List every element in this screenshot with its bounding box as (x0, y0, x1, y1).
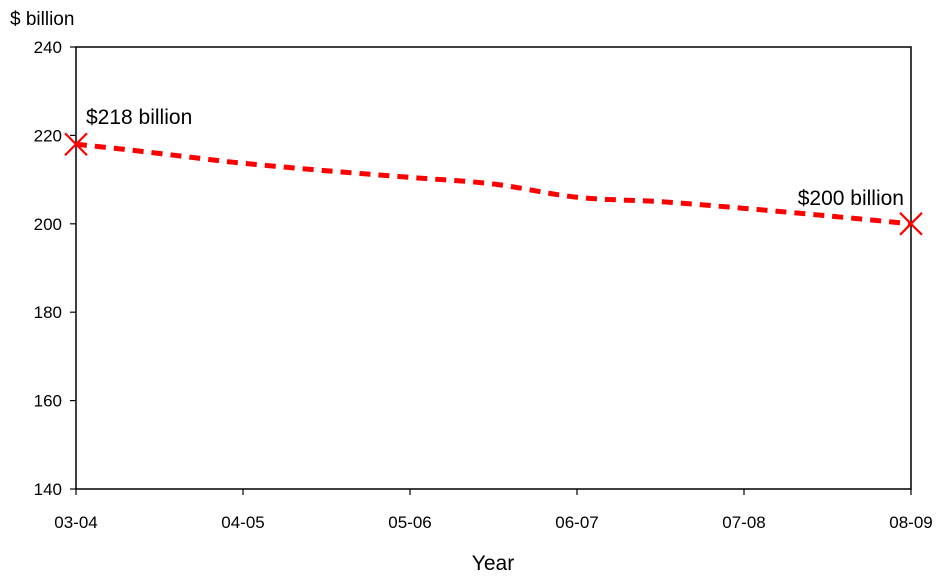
x-tick-label: 06-07 (555, 513, 598, 532)
data-label: $218 billion (86, 106, 192, 129)
y-axis-ticks: 140 160 180 200 220 240 (34, 38, 76, 499)
y-tick-label: 160 (34, 392, 62, 411)
x-tick-label: 03-04 (54, 513, 97, 532)
x-tick-label: 07-08 (722, 513, 765, 532)
y-tick-label: 220 (34, 126, 62, 145)
data-point-marker (899, 212, 923, 236)
marker-layer: $218 billion $200 billion (64, 106, 923, 236)
x-axis-ticks: 03-04 04-05 05-06 06-07 07-08 08-09 (54, 489, 933, 532)
x-axis-title: Year (472, 552, 514, 575)
y-tick-label: 140 (34, 480, 62, 499)
series-line (75, 141, 912, 227)
y-tick-label: 200 (34, 215, 62, 234)
y-tick-label: 180 (34, 303, 62, 322)
data-label: $200 billion (798, 187, 904, 210)
x-tick-label: 05-06 (388, 513, 431, 532)
x-tick-label: 04-05 (221, 513, 264, 532)
data-point-marker (64, 132, 88, 157)
series-layer (75, 141, 912, 227)
y-axis-title: $ billion (10, 9, 74, 30)
x-tick-label: 08-09 (889, 513, 932, 532)
y-tick-label: 240 (34, 38, 62, 57)
plot-frame (75, 46, 912, 490)
